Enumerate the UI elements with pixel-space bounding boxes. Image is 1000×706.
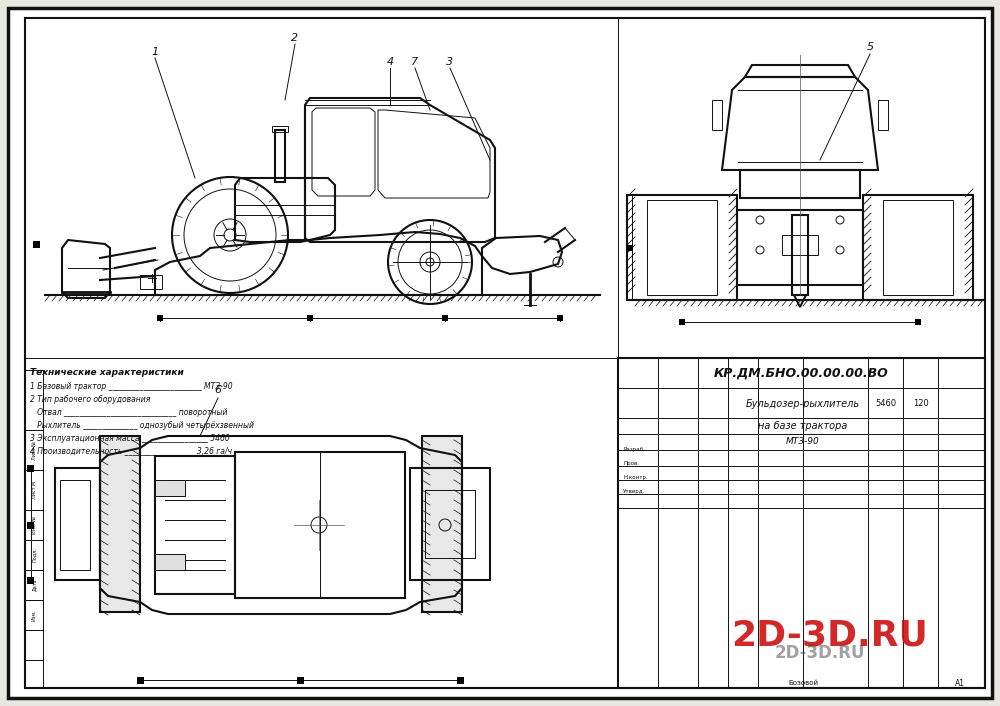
Bar: [155, 480, 185, 496]
Bar: [155, 554, 185, 570]
Bar: [792, 215, 808, 295]
Bar: [60, 480, 90, 570]
Bar: [272, 126, 288, 132]
Bar: [25, 430, 43, 470]
Text: Технические характеристики: Технические характеристики: [30, 368, 184, 377]
Text: 4 Производительность __________________ 3,26 га/ч: 4 Производительность __________________ …: [30, 447, 232, 456]
Bar: [883, 200, 953, 295]
Text: Лист №: Лист №: [32, 441, 36, 460]
Bar: [712, 100, 722, 130]
Bar: [155, 456, 235, 594]
Text: Н.контр.: Н.контр.: [623, 476, 648, 481]
Bar: [27, 577, 34, 584]
Bar: [100, 436, 140, 612]
Text: 4: 4: [386, 57, 394, 67]
Text: МТЗ-90: МТЗ-90: [786, 438, 820, 446]
Text: А1: А1: [955, 678, 965, 688]
Bar: [410, 468, 490, 580]
Bar: [442, 315, 448, 321]
Bar: [25, 470, 43, 510]
Text: КР.ДМ.БНО.00.00.00.ВО: КР.ДМ.БНО.00.00.00.ВО: [714, 366, 889, 380]
Bar: [25, 510, 43, 540]
Bar: [422, 436, 462, 612]
Text: Изм.: Изм.: [32, 609, 36, 621]
Text: 2D-3D.RU: 2D-3D.RU: [775, 644, 865, 662]
Text: 3 Эксплуатационная масса _________________ 5460: 3 Эксплуатационная масса _______________…: [30, 434, 230, 443]
Bar: [25, 370, 43, 430]
Bar: [25, 600, 43, 630]
Text: 1: 1: [151, 47, 159, 57]
Bar: [25, 570, 43, 600]
Bar: [140, 275, 162, 289]
Text: Разраб.: Разраб.: [623, 448, 645, 453]
Text: 7: 7: [411, 57, 419, 67]
Text: на базе трактора: на базе трактора: [758, 421, 848, 431]
Text: 6: 6: [214, 385, 222, 395]
Bar: [863, 195, 973, 300]
Bar: [627, 245, 633, 251]
Bar: [25, 630, 43, 660]
Bar: [157, 315, 163, 321]
Bar: [235, 452, 405, 598]
Text: 1 Базовый трактор ________________________ МТЗ-90: 1 Базовый трактор ______________________…: [30, 382, 233, 391]
Bar: [25, 540, 43, 570]
Text: Пров.: Пров.: [623, 462, 639, 467]
Text: 5: 5: [866, 42, 874, 52]
Bar: [55, 468, 100, 580]
Bar: [915, 319, 921, 325]
Text: 120: 120: [913, 400, 929, 409]
Bar: [679, 319, 685, 325]
Bar: [297, 677, 304, 684]
Text: Подл.: Подл.: [32, 548, 36, 563]
Text: 2 Тип рабочего оборудования: 2 Тип рабочего оборудования: [30, 395, 150, 404]
Bar: [737, 210, 863, 285]
Bar: [307, 315, 313, 321]
Text: 2: 2: [291, 33, 299, 43]
Text: 3: 3: [446, 57, 454, 67]
Text: Рыхлитель ______________ однозубый четырёхзвенный: Рыхлитель ______________ однозубый четыр…: [30, 421, 254, 430]
Bar: [627, 195, 737, 300]
Bar: [618, 358, 985, 688]
Text: Бозовой: Бозовой: [788, 680, 818, 686]
Text: Лист М: Лист М: [32, 481, 36, 499]
Text: Отвал _____________________________ поворотный: Отвал _____________________________ пово…: [30, 408, 228, 417]
Text: Дата: Дата: [32, 579, 36, 592]
Text: Инв. №: Инв. №: [32, 516, 36, 534]
Bar: [137, 677, 144, 684]
Bar: [740, 170, 860, 198]
Bar: [33, 241, 40, 248]
Bar: [782, 235, 818, 255]
Text: Утверд.: Утверд.: [623, 489, 645, 494]
Text: 2D-3D.RU: 2D-3D.RU: [732, 618, 928, 652]
Bar: [27, 522, 34, 529]
Bar: [647, 200, 717, 295]
Text: Бульдозер-рыхлитель: Бульдозер-рыхлитель: [746, 399, 860, 409]
Text: 5460: 5460: [875, 400, 897, 409]
Bar: [457, 677, 464, 684]
Bar: [275, 130, 285, 182]
Bar: [27, 465, 34, 472]
Bar: [557, 315, 563, 321]
Bar: [878, 100, 888, 130]
Bar: [25, 660, 43, 688]
